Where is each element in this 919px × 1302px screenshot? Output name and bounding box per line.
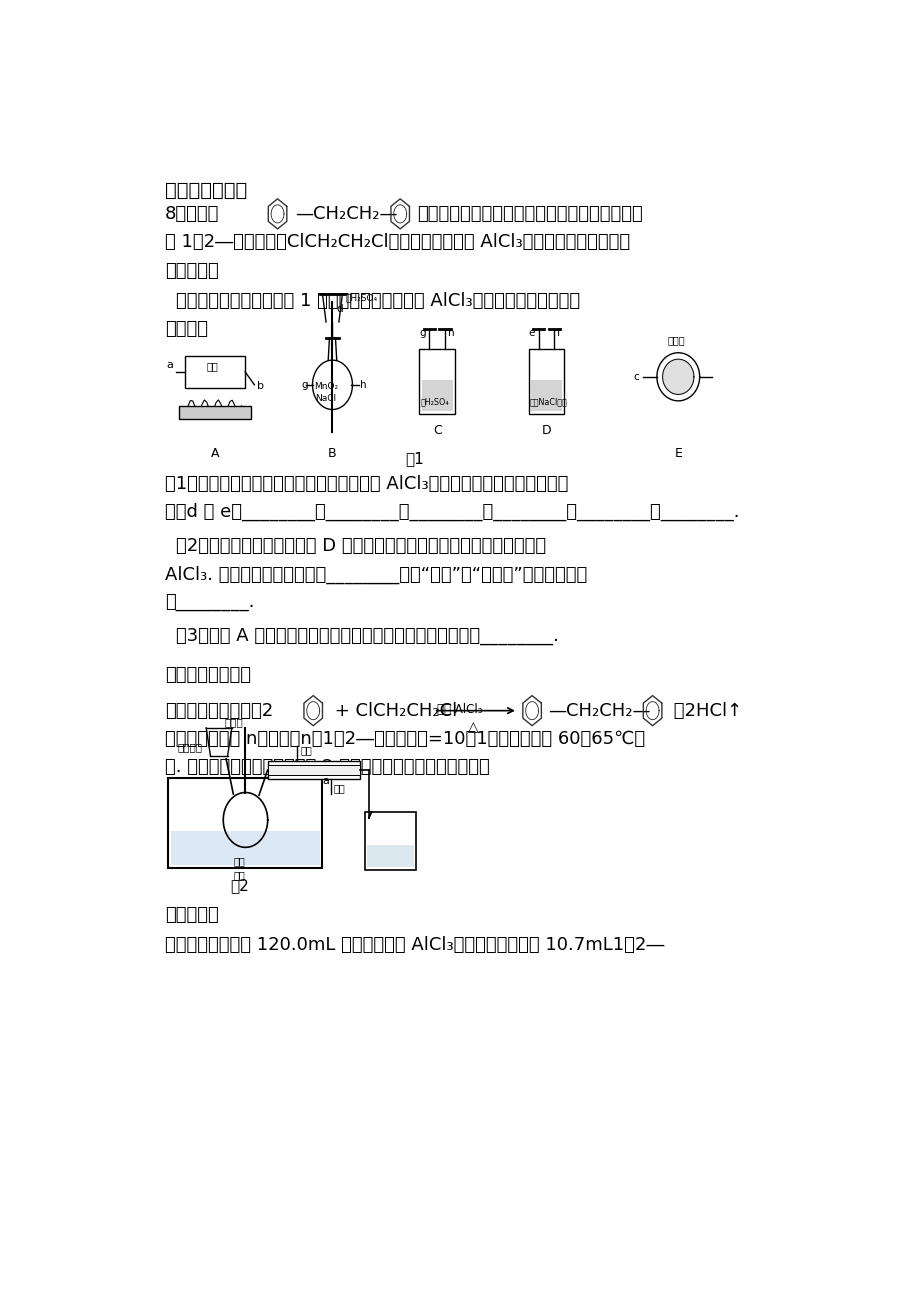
Text: g: g bbox=[301, 380, 308, 389]
Text: a: a bbox=[166, 359, 174, 370]
Text: e: e bbox=[528, 328, 534, 339]
Text: —CH₂CH₂—: —CH₂CH₂— bbox=[294, 206, 397, 224]
Text: 实验步骤：: 实验步骤： bbox=[165, 906, 219, 924]
Text: 搔拌器: 搔拌器 bbox=[224, 717, 243, 727]
Text: a: a bbox=[322, 776, 329, 786]
Text: NaCl: NaCl bbox=[315, 395, 336, 402]
Text: 8．联苯（: 8．联苯（ bbox=[165, 206, 219, 224]
Bar bbox=[367, 845, 414, 867]
Text: 取步骤为：: 取步骤为： bbox=[165, 262, 219, 280]
Text: 和药品：: 和药品： bbox=[165, 320, 208, 337]
Bar bbox=[185, 355, 244, 388]
Text: ）是一种重要的有机合成中间体，实验室可用苯: ）是一种重要的有机合成中间体，实验室可用苯 bbox=[417, 206, 642, 224]
Text: 烧瓶: 烧瓶 bbox=[233, 870, 245, 880]
Polygon shape bbox=[663, 359, 693, 395]
Text: 图1: 图1 bbox=[404, 450, 424, 466]
Bar bbox=[528, 349, 563, 414]
Text: 出水: 出水 bbox=[333, 783, 345, 793]
Bar bbox=[364, 812, 415, 870]
Text: D: D bbox=[541, 424, 550, 437]
Text: （3）装置 A 中隐藏着一种安全隐患，请提出一种改进方案：________.: （3）装置 A 中隐藏着一种安全隐患，请提出一种改进方案：________. bbox=[176, 628, 558, 646]
Text: MnO₂: MnO₂ bbox=[313, 381, 337, 391]
Text: + ClCH₂CH₂Cl: + ClCH₂CH₂Cl bbox=[329, 702, 457, 720]
Bar bbox=[421, 380, 452, 411]
Text: 图2: 图2 bbox=[230, 878, 249, 893]
Text: A: A bbox=[210, 447, 219, 460]
Text: g: g bbox=[419, 328, 425, 339]
Text: （一）催化剂的制备：图 1 是实验室制取少量无水 AlCl₃的相关实验装置的付器: （一）催化剂的制备：图 1 是实验室制取少量无水 AlCl₃的相关实验装置的付器 bbox=[176, 292, 579, 310]
Text: 碱石灰: 碱石灰 bbox=[667, 335, 685, 345]
Text: 浓H₂SO₄: 浓H₂SO₄ bbox=[420, 397, 449, 406]
Text: ＋2HCl↑: ＋2HCl↑ bbox=[667, 702, 742, 720]
Text: b: b bbox=[257, 380, 264, 391]
Text: （2）有人建议将上述装置中 D 去掉，其余装置和试剂不变，也能制备无水: （2）有人建议将上述装置中 D 去掉，其余装置和试剂不变，也能制备无水 bbox=[176, 538, 545, 555]
Text: B: B bbox=[328, 447, 336, 460]
Text: （二）联苯的制备: （二）联苯的制备 bbox=[165, 665, 251, 684]
Text: 间. 实验室制取联苯的装置如图 2 所示（加热和加持他器略去）：: 间. 实验室制取联苯的装置如图 2 所示（加热和加持他器略去）： bbox=[165, 758, 489, 776]
Text: f: f bbox=[557, 328, 561, 339]
Text: 无水 AlCl₃: 无水 AlCl₃ bbox=[437, 703, 482, 716]
Bar bbox=[530, 380, 562, 411]
Text: △: △ bbox=[468, 721, 478, 734]
Bar bbox=[170, 831, 319, 865]
Text: c: c bbox=[632, 372, 639, 381]
Text: 在三口烧瓶中加入 120.0mL 苯和适量无水 AlCl₃，由滴液漏斗滴加 10.7mL1，2―: 在三口烧瓶中加入 120.0mL 苯和适量无水 AlCl₃，由滴液漏斗滴加 10… bbox=[165, 936, 664, 954]
Text: 反应最佳条件为 n（苯）：n（1，2―二氯乙烷）=10：1，反应温度在 60－65℃之: 反应最佳条件为 n（苯）：n（1，2―二氯乙烷）=10：1，反应温度在 60－6… bbox=[165, 729, 644, 747]
Text: 铝粉: 铝粉 bbox=[206, 361, 218, 371]
Text: 三口: 三口 bbox=[233, 855, 245, 866]
Text: 二、非选择题：: 二、非选择题： bbox=[165, 181, 247, 201]
Bar bbox=[267, 762, 360, 779]
Text: 为：d 接 e，________接________，________接________，________接________.: 为：d 接 e，________接________，________接_____… bbox=[165, 503, 739, 521]
Text: —CH₂CH₂—: —CH₂CH₂— bbox=[547, 702, 650, 720]
Text: d: d bbox=[335, 303, 342, 314]
Bar bbox=[419, 349, 455, 414]
Bar bbox=[168, 777, 322, 868]
Text: 联苯的制取原理为：2: 联苯的制取原理为：2 bbox=[165, 702, 273, 720]
Text: 和 1，2―二氯乙烷（ClCH₂CH₂Cl）为原料，在无水 AlCl₃催化下加热制得，其制: 和 1，2―二氯乙烷（ClCH₂CH₂Cl）为原料，在无水 AlCl₃催化下加热… bbox=[165, 233, 630, 251]
Text: 滴液漏斗: 滴液漏斗 bbox=[177, 742, 202, 751]
Text: 进水: 进水 bbox=[300, 745, 312, 755]
Text: C: C bbox=[433, 424, 441, 437]
Text: 饱和NaCl溶液: 饱和NaCl溶液 bbox=[529, 397, 567, 406]
Text: h: h bbox=[359, 380, 367, 389]
Bar bbox=[267, 766, 360, 775]
Text: h: h bbox=[448, 328, 454, 339]
Text: AlCl₃. 你认为这样做是否可行________（填“可行”或“不可行”），你的理由: AlCl₃. 你认为这样做是否可行________（填“可行”或“不可行”），你… bbox=[165, 565, 586, 583]
Text: E: E bbox=[674, 447, 682, 460]
Bar bbox=[178, 406, 251, 419]
Text: （1）将上述他器连接成一套制备并保存无水 AlCl₃的装置，各管口标号连接顺序: （1）将上述他器连接成一套制备并保存无水 AlCl₃的装置，各管口标号连接顺序 bbox=[165, 475, 568, 493]
Text: 是________.: 是________. bbox=[165, 594, 255, 612]
Text: 液H₂SO₄: 液H₂SO₄ bbox=[345, 293, 377, 302]
